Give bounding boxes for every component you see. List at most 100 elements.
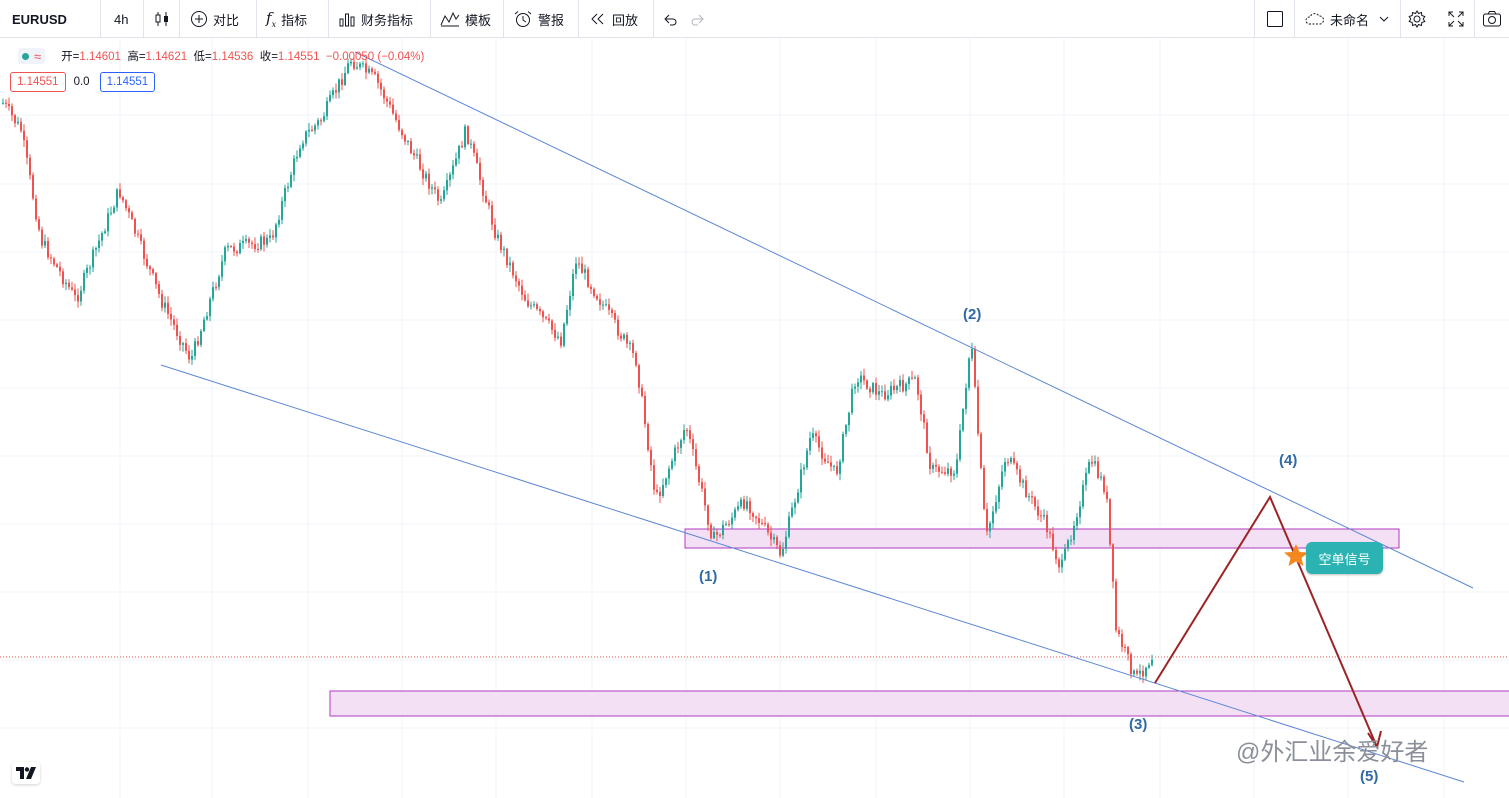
candle-body — [170, 313, 172, 320]
candle-body — [1067, 540, 1069, 549]
sell-price-box[interactable]: 1.14551 — [10, 72, 66, 92]
legend-status-pill[interactable]: ≈ — [18, 48, 46, 64]
candle-body — [77, 295, 79, 302]
candle-body — [311, 129, 313, 131]
alert-label: 警报 — [538, 12, 565, 28]
templates-button[interactable]: 模板 — [440, 0, 491, 38]
candle-body — [1049, 532, 1051, 534]
candle-body — [14, 115, 16, 124]
candle-body — [551, 320, 553, 330]
candle-body — [191, 356, 193, 360]
candle-body — [278, 219, 280, 225]
candle-body — [344, 72, 346, 85]
redo-button[interactable] — [690, 0, 706, 38]
candle-body — [188, 350, 190, 360]
candle-body — [1070, 540, 1072, 542]
candle-body — [482, 179, 484, 196]
candle-body — [248, 238, 250, 243]
candle-body — [707, 505, 709, 525]
candle-body — [962, 409, 964, 431]
toolbar-divider — [503, 0, 504, 38]
candle-body — [1025, 480, 1027, 498]
settings-button[interactable] — [1407, 0, 1427, 38]
layout-name-button[interactable]: 未命名 — [1303, 0, 1389, 38]
channel-upper-line — [354, 51, 1474, 589]
alert-button[interactable]: 警报 — [513, 0, 564, 38]
channel-lower-line — [160, 364, 1465, 783]
candle-body — [506, 248, 508, 266]
candle-body — [305, 131, 307, 144]
candle-body — [629, 343, 631, 345]
candle-body — [47, 240, 49, 258]
candle-body — [905, 383, 907, 392]
candle-body — [260, 236, 262, 250]
candle-body — [422, 169, 424, 179]
candle-body — [1097, 461, 1099, 478]
candle-body — [365, 63, 367, 73]
candle-body — [494, 224, 496, 239]
candle-body — [458, 145, 460, 159]
candle-body — [1022, 480, 1024, 483]
candle-body — [461, 145, 463, 148]
candle-body — [50, 257, 52, 259]
candle-body — [908, 377, 910, 384]
toolbar-divider — [1294, 0, 1295, 38]
candle-body — [611, 309, 613, 314]
layout-select-button[interactable] — [1266, 0, 1284, 38]
candle-body — [119, 189, 121, 198]
candle-body — [449, 174, 451, 181]
candle-body — [1145, 667, 1147, 677]
symbol-search-button[interactable]: EURUSD — [12, 0, 67, 38]
ohlc-legend: ≈ 开=1.14601 高=1.14621 低=1.14536 收=1.1455… — [18, 47, 424, 65]
candle-body — [254, 244, 256, 249]
candle-body — [881, 391, 883, 393]
buy-price-box[interactable]: 1.14551 — [99, 72, 156, 92]
fullscreen-icon — [1447, 10, 1465, 28]
candle-body — [314, 125, 316, 131]
candle-body — [716, 532, 718, 535]
candle-body — [293, 158, 295, 175]
candle-body — [965, 387, 967, 410]
fullscreen-button[interactable] — [1447, 0, 1465, 38]
short-signal-callout[interactable]: 空单信号 — [1306, 542, 1383, 574]
compare-button[interactable]: 对比 — [190, 0, 239, 38]
candle-body — [1079, 506, 1081, 518]
candle-body — [149, 266, 151, 270]
candle-body — [650, 449, 652, 466]
candle-body — [26, 140, 28, 158]
replay-button[interactable]: 回放 — [589, 0, 638, 38]
candle-body — [626, 334, 628, 344]
candle-body — [827, 461, 829, 463]
candle-body — [758, 518, 760, 523]
indicators-button[interactable]: fx 指标 — [266, 0, 307, 38]
candle-body — [575, 263, 577, 274]
projection-path — [1154, 494, 1378, 748]
candle-body — [986, 508, 988, 532]
candle-body — [65, 282, 67, 285]
candle-body — [614, 313, 616, 320]
undo-button[interactable] — [662, 0, 678, 38]
candle-body — [689, 430, 691, 440]
tradingview-logo[interactable] — [12, 762, 40, 784]
chart-type-button[interactable] — [153, 0, 171, 38]
candle-body — [1064, 548, 1066, 560]
candle-body — [878, 391, 880, 395]
candle-body — [773, 537, 775, 540]
financials-button[interactable]: 财务指标 — [338, 0, 413, 38]
candle-body — [533, 304, 535, 306]
candle-body — [347, 63, 349, 73]
candle-body — [563, 323, 565, 346]
snapshot-button[interactable] — [1482, 0, 1502, 38]
interval-button[interactable]: 4h — [114, 0, 128, 38]
wave-2-label: (2) — [963, 306, 982, 323]
candle-body — [989, 523, 991, 532]
candle-body — [359, 63, 361, 68]
candle-body — [554, 329, 556, 338]
spread-value: 0.0 — [73, 76, 90, 88]
candle-body — [443, 190, 445, 200]
candle-body — [950, 468, 952, 476]
candle-body — [284, 188, 286, 202]
candle-body — [92, 249, 94, 268]
candle-body — [38, 219, 40, 230]
